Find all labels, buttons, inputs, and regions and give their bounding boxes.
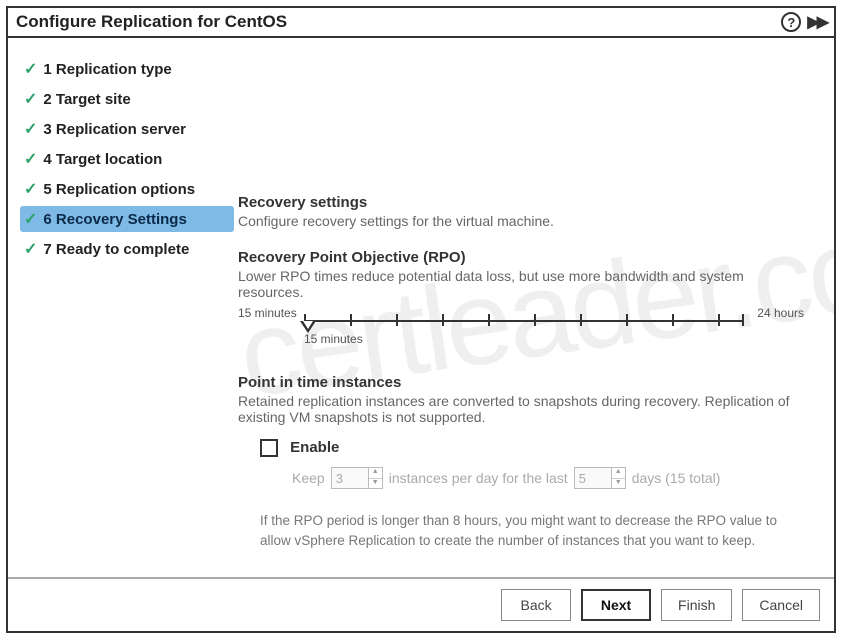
pit-section: Point in time instances Retained replica…	[238, 374, 804, 577]
rpo-heading: Recovery Point Objective (RPO)	[238, 249, 804, 266]
cancel-button[interactable]: Cancel	[742, 589, 820, 621]
slider-track	[304, 320, 744, 322]
days-label: days (15 total)	[632, 470, 721, 486]
slider-value-label: 15 minutes	[304, 332, 363, 346]
step-replication-options[interactable]: ✓5 Replication options	[20, 176, 234, 202]
dialog-body: ✓1 Replication type ✓2 Target site ✓3 Re…	[8, 38, 834, 577]
dialog-footer: Back Next Finish Cancel	[8, 577, 834, 631]
rpo-slider[interactable]: 15 minutes 24 hours 15 minutes	[238, 306, 804, 346]
enable-label: Enable	[290, 439, 339, 456]
content-pane: certleader.com Recovery settings Configu…	[238, 38, 834, 577]
check-icon: ✓	[24, 179, 37, 199]
keep-input[interactable]	[332, 468, 368, 488]
title-icons: ? ▶▶	[781, 12, 826, 32]
wizard-steps: ✓1 Replication type ✓2 Target site ✓3 Re…	[8, 38, 238, 577]
enable-checkbox[interactable]	[260, 439, 278, 457]
step-replication-server[interactable]: ✓3 Replication server	[20, 116, 234, 142]
check-icon: ✓	[24, 149, 37, 169]
titlebar: Configure Replication for CentOS ? ▶▶	[8, 8, 834, 38]
check-icon: ✓	[24, 89, 37, 109]
forward-icon[interactable]: ▶▶	[807, 12, 826, 32]
days-input[interactable]	[575, 468, 611, 488]
recovery-heading: Recovery settings	[238, 194, 804, 211]
slider-min-label: 15 minutes	[238, 306, 297, 320]
slider-max-label: 24 hours	[757, 306, 804, 320]
next-button[interactable]: Next	[581, 589, 651, 621]
step-ready-complete[interactable]: ✓7 Ready to complete	[20, 236, 234, 262]
keep-row: Keep ▲▼ instances per day for the last ▲…	[292, 467, 804, 489]
enable-row: Enable	[260, 439, 804, 457]
help-icon[interactable]: ?	[781, 12, 801, 32]
recovery-desc: Configure recovery settings for the virt…	[238, 213, 804, 229]
step-target-location[interactable]: ✓4 Target location	[20, 146, 234, 172]
check-icon: ✓	[24, 119, 37, 139]
days-stepper[interactable]: ▲▼	[574, 467, 626, 489]
check-icon: ✓	[24, 209, 37, 229]
check-icon: ✓	[24, 59, 37, 79]
rpo-desc: Lower RPO times reduce potential data lo…	[238, 268, 804, 300]
back-button[interactable]: Back	[501, 589, 571, 621]
per-day-label: instances per day for the last	[389, 470, 568, 486]
rpo-note: If the RPO period is longer than 8 hours…	[260, 511, 804, 552]
pit-heading: Point in time instances	[238, 374, 804, 391]
dialog: Configure Replication for CentOS ? ▶▶ ✓1…	[6, 6, 836, 633]
pit-desc: Retained replication instances are conve…	[238, 393, 804, 425]
step-replication-type[interactable]: ✓1 Replication type	[20, 56, 234, 82]
keep-label: Keep	[292, 470, 325, 486]
finish-button[interactable]: Finish	[661, 589, 732, 621]
check-icon: ✓	[24, 239, 37, 259]
dialog-title: Configure Replication for CentOS	[16, 12, 287, 32]
step-target-site[interactable]: ✓2 Target site	[20, 86, 234, 112]
step-recovery-settings[interactable]: ✓6 Recovery Settings	[20, 206, 234, 232]
keep-stepper[interactable]: ▲▼	[331, 467, 383, 489]
